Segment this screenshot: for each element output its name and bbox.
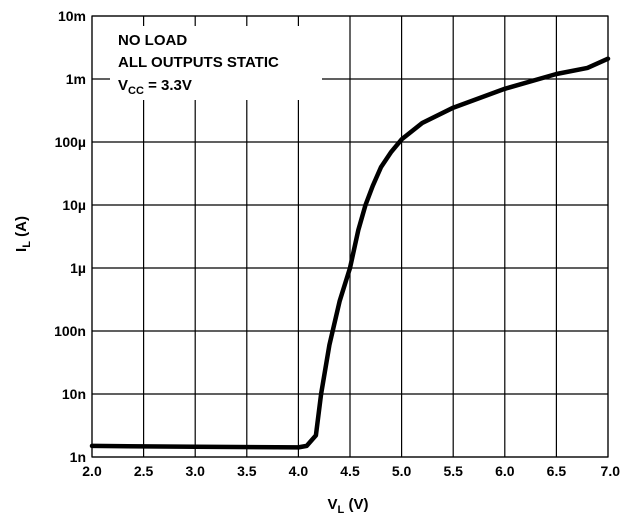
x-tick-label: 7.0: [601, 463, 621, 479]
y-tick-label: 10n: [62, 386, 86, 402]
x-tick-label: 5.5: [443, 463, 463, 479]
x-tick-label: 3.5: [237, 463, 257, 479]
x-tick-label: 4.5: [340, 463, 360, 479]
y-axis-title-sub: L: [21, 241, 33, 248]
x-tick-label: 6.5: [547, 463, 567, 479]
x-axis-title-sub: L: [338, 504, 345, 516]
x-tick-label: 2.5: [134, 463, 154, 479]
x-tick-label: 3.0: [185, 463, 205, 479]
vcc-main: V: [118, 77, 128, 94]
x-tick-label: 5.0: [392, 463, 412, 479]
series-line: [89, 56, 611, 450]
y-tick-label: 100µ: [55, 134, 86, 150]
y-axis-title-unit: (A): [13, 216, 30, 241]
vcc-rest: = 3.3V: [144, 77, 192, 94]
y-tick-labels: 10m 1m 100µ 10µ 1µ 100n 10n 1n: [54, 8, 86, 465]
annotation-vcc: VCC = 3.3V: [118, 77, 192, 97]
x-tick-labels: 2.0 2.5 3.0 3.5 4.0 4.5 5.0 5.5 6.0 6.5 7.0: [82, 463, 620, 479]
y-tick-label: 1n: [70, 449, 86, 465]
x-axis-title-main: V: [328, 496, 338, 513]
annotation-line-2: ALL OUTPUTS STATIC: [118, 54, 279, 71]
x-axis-title: VL (V): [328, 496, 369, 516]
annotation-line-1: NO LOAD: [118, 32, 187, 49]
annotation-background: [110, 26, 322, 100]
y-tick-label: 1m: [66, 71, 86, 87]
y-tick-label: 1µ: [70, 260, 86, 276]
x-tick-label: 4.0: [289, 463, 309, 479]
x-tick-label: 2.0: [82, 463, 102, 479]
vcc-subscript: CC: [128, 85, 144, 97]
y-axis-title-main: I: [13, 248, 30, 252]
y-tick-label: 10m: [58, 8, 86, 24]
x-axis-title-unit: (V): [344, 496, 368, 513]
y-axis-title: IL (A): [13, 216, 33, 252]
plot-frame: [91, 15, 609, 458]
y-tick-label: 100n: [54, 323, 86, 339]
x-tick-label: 6.0: [495, 463, 515, 479]
y-tick-label: 10µ: [62, 197, 86, 213]
